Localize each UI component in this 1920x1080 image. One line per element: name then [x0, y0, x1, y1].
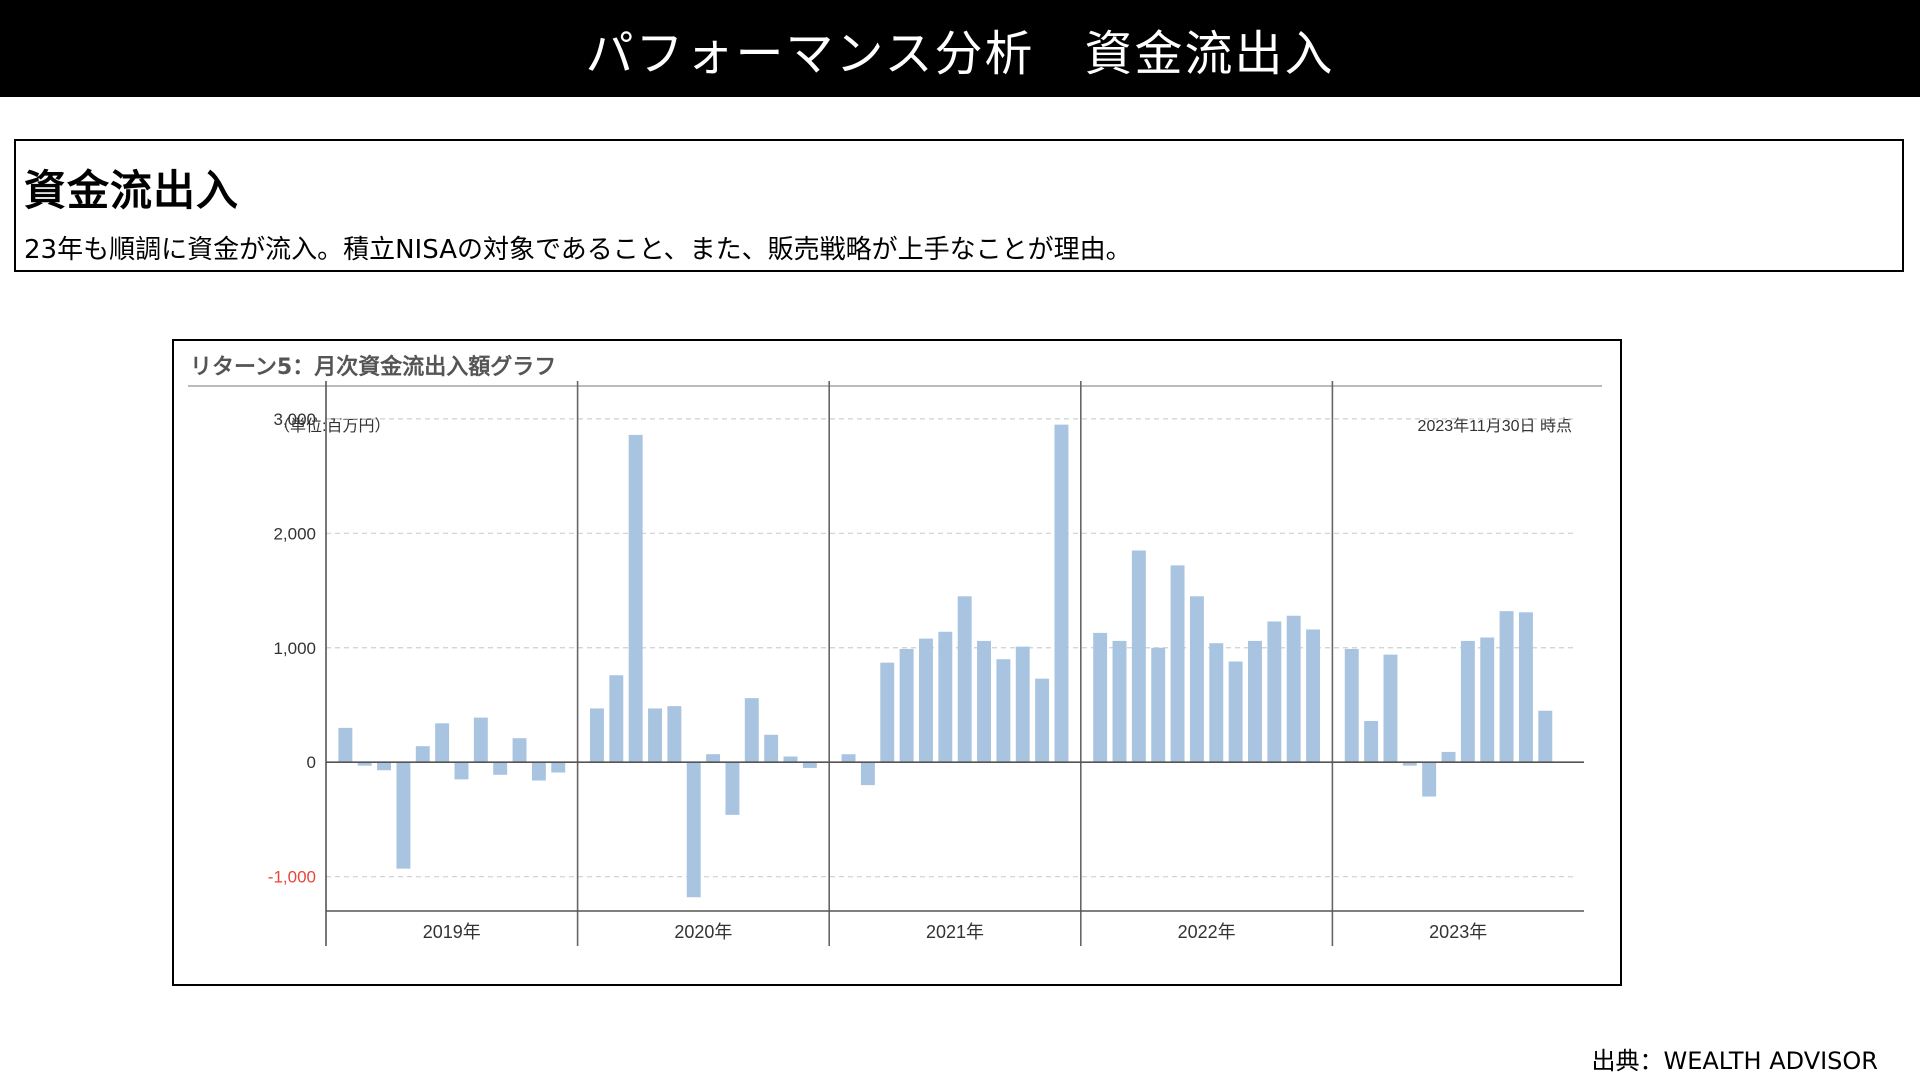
- bar: [1228, 661, 1243, 763]
- bar: [415, 746, 430, 763]
- y-tick-label: -1,000: [268, 868, 316, 887]
- bar: [938, 631, 953, 763]
- bar: [1151, 647, 1166, 763]
- bar: [357, 762, 372, 766]
- chart-title-divider: [188, 385, 1602, 387]
- bar: [435, 723, 450, 763]
- bar: [1460, 640, 1475, 763]
- bar: [454, 762, 469, 780]
- bar: [1112, 640, 1127, 763]
- bar: [725, 762, 740, 815]
- unit-label: （単位:百万円）: [274, 417, 390, 435]
- bar: [764, 734, 779, 763]
- bar: [589, 708, 604, 763]
- bar: [1383, 654, 1398, 763]
- bar: [1267, 621, 1282, 763]
- page-title-bar: パフォーマンス分析 資金流出入: [0, 0, 1920, 97]
- bar: [686, 762, 701, 898]
- y-tick-label: 1,000: [273, 639, 316, 658]
- bar: [1170, 565, 1185, 763]
- bar: [628, 434, 643, 763]
- bar: [1209, 643, 1224, 763]
- source-credit: 出典：WEALTH ADVISOR: [1591, 1047, 1879, 1075]
- bar: [744, 698, 759, 763]
- summary-box: 資金流出入 23年も順調に資金が流入。積立NISAの対象であること、また、販売戦…: [14, 139, 1904, 272]
- bar: [1286, 615, 1301, 763]
- bar: [338, 727, 353, 763]
- chart-frame: リターン5：月次資金流出入額グラフ （単位:百万円） 2023年11月30日 時点…: [172, 339, 1622, 986]
- bar: [648, 708, 662, 763]
- bar: [1441, 751, 1456, 763]
- bar: [377, 762, 392, 771]
- bar: [957, 596, 972, 763]
- summary-text: 23年も順調に資金が流入。積立NISAの対象であること、また、販売戦略が上手なこ…: [24, 235, 1132, 265]
- chart-title: リターン5：月次資金流出入額グラフ: [190, 355, 557, 380]
- bar: [996, 659, 1011, 763]
- x-tick-label: 2021年: [926, 922, 984, 942]
- bar: [1344, 648, 1359, 763]
- bar-chart: （単位:百万円） 2023年11月30日 時点 3,000 2,000 1,000 0 -1…: [268, 381, 1584, 946]
- bar: [1538, 710, 1553, 763]
- bar: [512, 738, 527, 763]
- bar: [1364, 721, 1379, 763]
- y-tick-label: 0: [307, 753, 316, 772]
- bar: [1518, 612, 1533, 763]
- bar: [1189, 596, 1204, 763]
- bar: [1480, 637, 1495, 763]
- bar: [1015, 646, 1030, 763]
- bar: [841, 754, 856, 763]
- bar: [919, 638, 933, 763]
- bar: [1499, 611, 1514, 763]
- bar: [396, 762, 411, 869]
- bar: [706, 754, 721, 763]
- x-tick-label: 2022年: [1178, 922, 1236, 942]
- bar: [531, 762, 546, 781]
- bar: [860, 762, 875, 786]
- bar: [899, 648, 914, 763]
- x-tick-label: 2020年: [674, 922, 732, 942]
- summary-heading: 資金流出入: [24, 166, 240, 215]
- bar: [1054, 424, 1069, 763]
- bar: [1306, 629, 1321, 763]
- bar: [1402, 762, 1417, 766]
- x-tick-label: 2019年: [423, 922, 481, 942]
- bar: [493, 762, 508, 775]
- x-tick-label: 2023年: [1429, 922, 1487, 942]
- bar: [880, 662, 895, 763]
- bar: [473, 717, 488, 763]
- page-title: パフォーマンス分析 資金流出入: [585, 25, 1335, 82]
- bar: [667, 706, 682, 763]
- bar: [1131, 550, 1146, 763]
- bar: [1422, 762, 1437, 797]
- y-tick-label: 3,000: [273, 410, 316, 429]
- bar: [551, 762, 566, 773]
- bar: [609, 675, 624, 763]
- bar: [1248, 640, 1262, 763]
- bar: [1035, 678, 1050, 763]
- bar: [977, 640, 991, 763]
- bar: [802, 762, 817, 768]
- y-tick-label: 2,000: [273, 524, 316, 543]
- bar: [783, 756, 798, 763]
- as-of-date: 2023年11月30日 時点: [1418, 417, 1572, 435]
- bar: [1093, 632, 1108, 763]
